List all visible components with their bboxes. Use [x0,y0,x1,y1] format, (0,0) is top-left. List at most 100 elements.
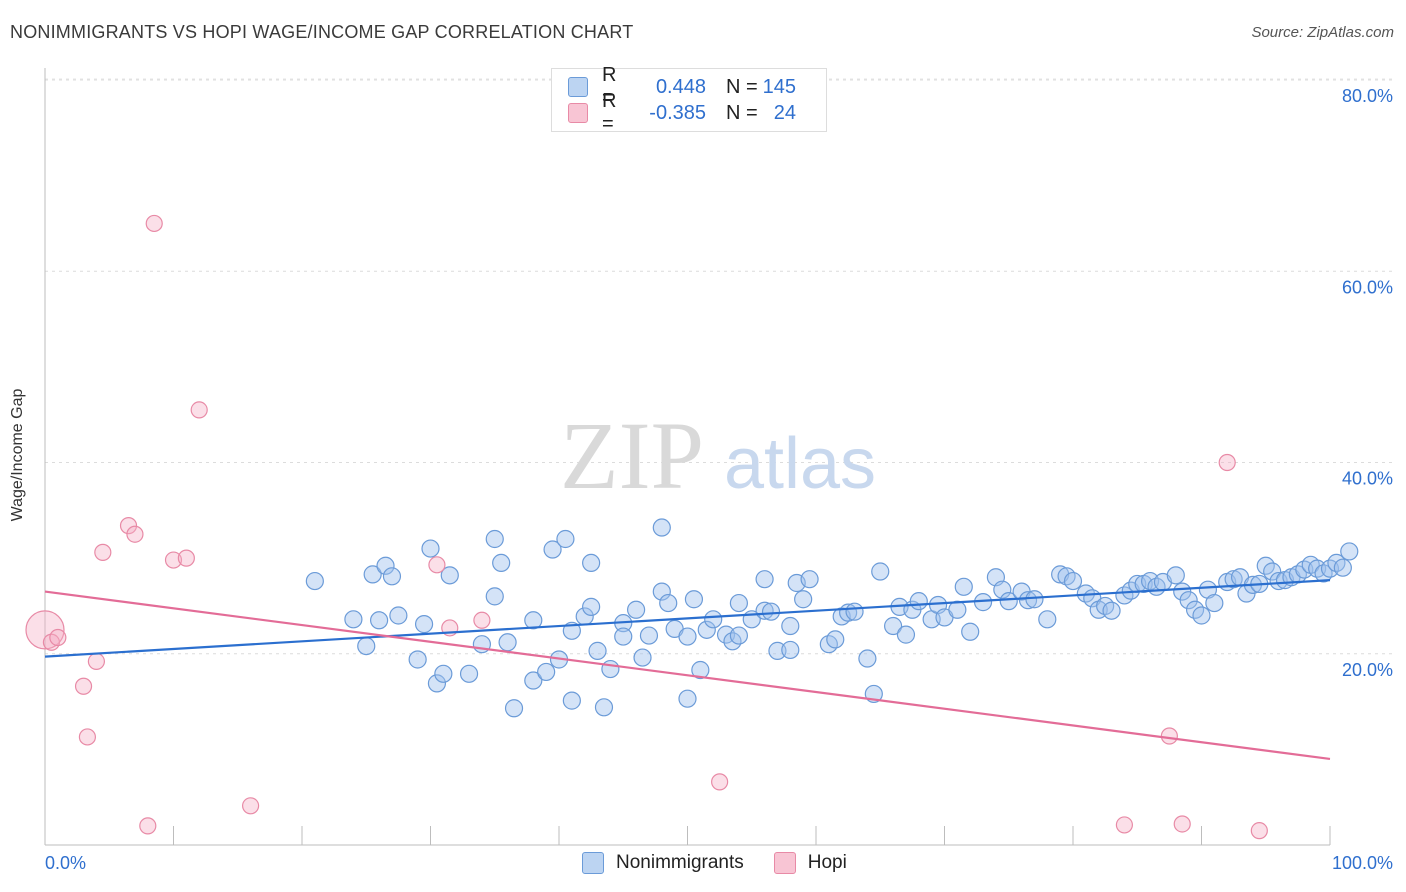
hopi-point [1160,727,1178,745]
y-tick-label: 80.0% [1342,86,1393,106]
nonimmigrants-point [1166,566,1185,585]
legend-row-hopi: R = -0.385 N = 24 [568,90,796,135]
nonimmigrants-point [582,553,601,573]
y-tick-label: 60.0% [1342,277,1393,297]
chart-title: NONIMMIGRANTS VS HOPI WAGE/INCOME GAP CO… [10,22,634,42]
nonimmigrants-point [408,650,427,669]
nonimmigrants-point [434,664,453,683]
nonimmigrants-point [716,625,736,644]
nonimmigrants-point [459,664,479,683]
nonimmigrants-point [896,625,916,644]
hopi-points [25,214,1268,840]
nonimmigrants-point [800,570,819,589]
hopi-point [1173,815,1191,833]
nonimmigrants-point [999,592,1018,611]
nonimmigrants-point [761,602,781,621]
nonimmigrants-point [357,636,376,656]
legend-swatch-nonimmigrants [582,852,604,874]
nonimmigrants-point [1340,542,1359,561]
nonimmigrants-point [421,539,440,558]
nonimmigrants-point [498,633,517,652]
legend-r-value: 0.448 [655,75,706,98]
legend-r-value: -0.385 [649,101,706,124]
nonimmigrants-point [781,640,800,660]
legend-n-value: 24 [773,101,796,124]
nonimmigrants-point [440,566,459,585]
nonimmigrants-point [305,571,324,591]
nonimmigrants-point [1224,570,1243,589]
nonimmigrants-point [1102,601,1121,620]
nonimmigrants-point [485,529,504,549]
nonimmigrants-point [794,590,813,609]
nonimmigrants-point [1179,591,1198,610]
nonimmigrants-point [697,620,716,639]
nonimmigrants-point [954,577,973,596]
nonimmigrants-point [601,659,620,679]
nonimmigrants-point [485,587,504,606]
nonimmigrants-point [1018,591,1038,610]
nonimmigrants-point [871,562,890,581]
nonimmigrants-point [524,671,543,690]
hopi-point [94,543,112,561]
nonimmigrants-point [537,662,556,682]
nonimmigrants-point [492,553,511,573]
y-tick-label: 20.0% [1342,660,1393,680]
nonimmigrants-point [427,674,447,693]
hopi-point [74,677,93,695]
nonimmigrants-point [1063,571,1083,591]
nonimmigrants-point [562,691,581,710]
nonimmigrants-point [659,593,678,613]
nonimmigrants-point [504,699,524,718]
legend-swatch-hopi [773,852,796,874]
hopi-point [139,817,157,835]
legend-n-label: N = [726,75,758,98]
nonimmigrants-point [1025,590,1044,609]
nonimmigrants-point [582,597,601,616]
nonimmigrants-point [1263,562,1282,581]
legend-swatch-nonimmigrants [568,77,588,97]
hopi-point [25,610,65,650]
nonimmigrants-point [883,616,903,636]
x-tick-label: 0.0% [45,853,86,873]
nonimmigrants-point [1192,606,1211,625]
nonimmigrants-point [826,630,845,649]
nonimmigrants-point [781,616,800,636]
axes [44,68,1331,846]
legend-swatch-hopi [568,103,588,123]
nonimmigrants-point [1333,558,1352,577]
legend-n-value: 145 [762,75,796,98]
hopi-point [1115,816,1134,834]
legend-r-label: R = [602,64,617,109]
nonimmigrants-point [633,648,652,667]
nonimmigrants-point [376,556,395,575]
nonimmigrants-point [344,610,363,629]
hopi-point [119,517,138,535]
legend-item-hopi: Hopi [773,852,847,874]
nonimmigrants-point [389,606,408,625]
nonimmigrants-point [691,660,710,680]
nonimmigrants-point [626,600,646,619]
nonimmigrants-point [961,622,980,641]
hopi-point [177,549,195,567]
nonimmigrants-point [993,580,1012,599]
hopi-point [78,728,97,746]
tick-labels: 20.0% 40.0% 60.0% 80.0% 0.0% 100.0% [45,86,1393,873]
stats-legend: R = 0.448 N = 145 R = -0.385 N = 24 [551,64,827,135]
nonimmigrants-point [524,611,543,630]
nonimmigrants-point [556,529,575,549]
nonimmigrants-point [614,627,633,646]
nonimmigrants-point [363,565,382,584]
legend-r-label: R = [602,90,617,135]
watermark-atlas: atlas [724,424,876,504]
hopi-point [49,628,67,647]
nonimmigrants-point [639,626,659,645]
nonimmigrants-point [768,641,787,660]
nonimmigrants-point [678,627,697,646]
nonimmigrants-point [652,582,671,601]
nonimmigrants-point [704,610,723,629]
hopi-point [1250,822,1268,840]
source-label: Source: ZipAtlas.com [1251,24,1394,41]
hopi-point [1218,453,1236,472]
hopi-point [164,551,183,569]
